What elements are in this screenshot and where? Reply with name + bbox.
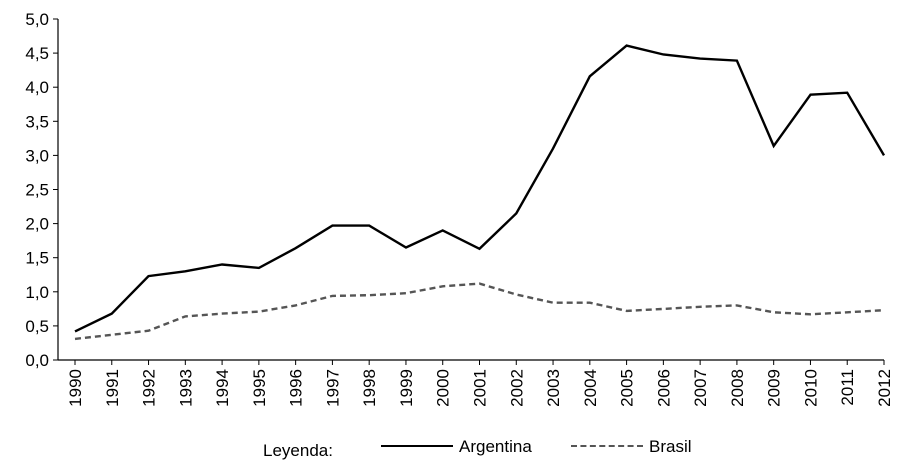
- legend-swatch-argentina: [381, 445, 453, 449]
- x-tick-label: 1997: [323, 369, 342, 407]
- x-tick-label: 2005: [618, 369, 637, 407]
- y-tick-label: 3,5: [25, 112, 49, 131]
- series-layer: [74, 44, 886, 341]
- x-tick-label: 1995: [250, 369, 269, 407]
- line-chart: 0,00,51,01,52,02,53,03,54,04,55,0 1990 19…: [25, 10, 894, 407]
- legend-item-brasil: Brasil: [571, 437, 692, 457]
- y-tick-label: 3,0: [25, 146, 49, 165]
- y-tick-label: 4,0: [25, 78, 49, 97]
- x-tick-label: 1994: [213, 369, 232, 407]
- x-tick-label: 1992: [140, 369, 159, 407]
- x-tick-label: 1993: [176, 369, 195, 407]
- y-tick-label: 1,5: [25, 249, 49, 268]
- series-line-brasil: [74, 282, 885, 341]
- y-tick-label: 2,5: [25, 181, 49, 200]
- x-tick-label: 1996: [287, 369, 306, 407]
- legend-label-brasil: Brasil: [649, 437, 692, 456]
- x-tick-label: 1991: [103, 369, 122, 407]
- x-tick-label: 1990: [66, 369, 85, 407]
- x-tick-label: 2006: [654, 369, 673, 407]
- x-tick-label: 2009: [765, 369, 784, 407]
- x-tick-label: 2004: [581, 369, 600, 407]
- x-axis: 1990 1991 1992 1993 1994 1995 1996 1997 1998 1999…: [58, 359, 894, 407]
- x-tick-label: 2008: [728, 369, 747, 407]
- y-tick-label: 2,0: [25, 215, 49, 234]
- legend: Leyenda: Argentina Brasil: [0, 437, 897, 463]
- x-tick-label: 2012: [875, 369, 894, 407]
- y-tick-label: 5,0: [25, 10, 49, 29]
- legend-label-argentina: Argentina: [459, 437, 532, 456]
- y-tick-label: 0,0: [25, 351, 49, 370]
- legend-title: Leyenda:: [263, 441, 333, 460]
- x-tick-label: 2003: [544, 369, 563, 407]
- series-line-argentina: [74, 44, 886, 333]
- x-tick-label: 2007: [691, 369, 710, 407]
- x-tick-label: 1999: [397, 369, 416, 407]
- x-tick-label: 2001: [471, 369, 490, 407]
- y-axis: 0,0 0,5 1,0 1,5 2,0 2,5 3,0 3,5 4,0 4,5 5,0: [25, 10, 59, 370]
- x-tick-label: 1998: [360, 369, 379, 407]
- legend-swatch-brasil: [571, 445, 643, 449]
- legend-item-argentina: Argentina: [381, 437, 532, 457]
- y-tick-label: 1,0: [25, 283, 49, 302]
- x-tick-label: 2011: [838, 369, 857, 406]
- x-tick-label: 2010: [801, 369, 820, 407]
- x-tick-label: 2002: [507, 369, 526, 407]
- x-tick-label: 2000: [434, 369, 453, 407]
- y-tick-label: 4,5: [25, 44, 49, 63]
- y-tick-label: 0,5: [25, 317, 49, 336]
